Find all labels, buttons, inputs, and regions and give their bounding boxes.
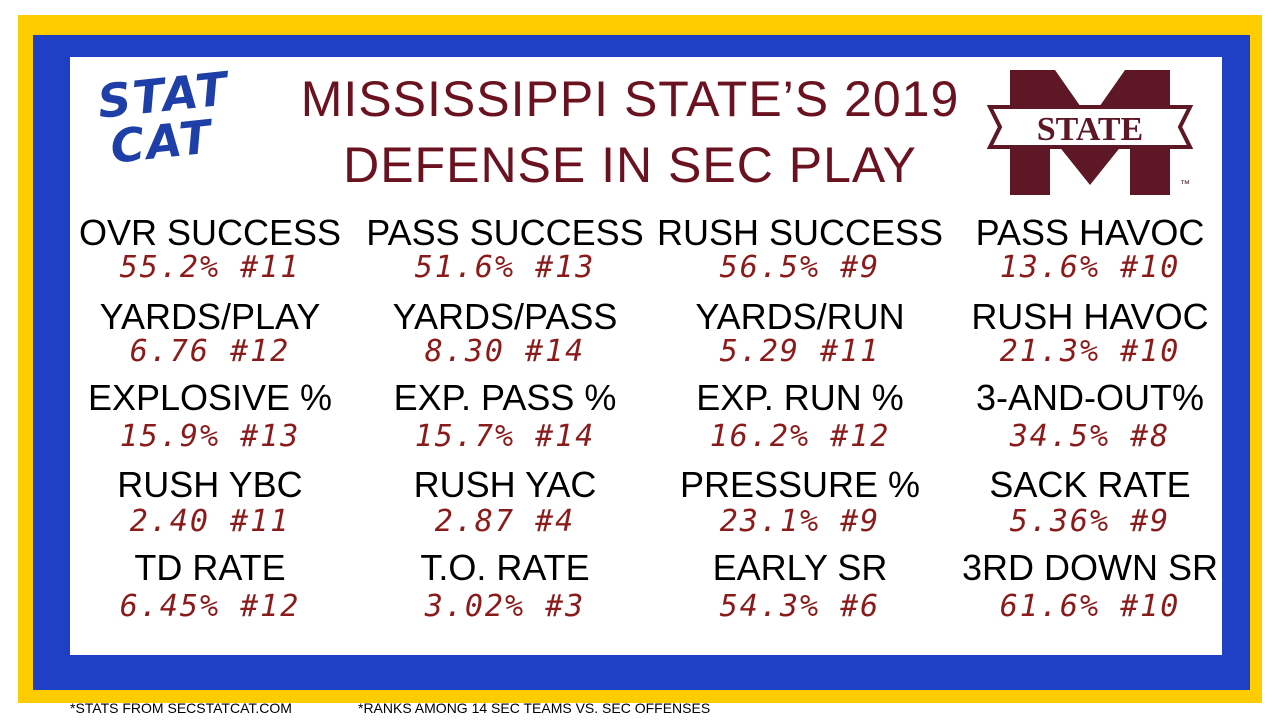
logo-text: STATE — [1037, 111, 1143, 148]
stat-label: RUSH SUCCESS — [656, 212, 944, 253]
stat-value: 3.02% #3 — [424, 589, 586, 624]
stat-value: 6.45% #12 — [119, 589, 301, 624]
stat-value: 55.2% #11 — [119, 250, 301, 285]
stat-value: 34.5% #8 — [1009, 419, 1171, 454]
banner — [986, 105, 1194, 149]
stat-label: RUSH HAVOC — [971, 296, 1209, 337]
trademark: ™ — [1180, 179, 1190, 190]
stat-value: 2.40 #11 — [129, 504, 291, 539]
stat-value: 13.6% #10 — [999, 250, 1181, 285]
stat-value: 5.29 #11 — [719, 334, 881, 369]
footnote: *RANKS AMONG 14 SEC TEAMS VS. SEC OFFENS… — [358, 700, 711, 716]
stat-label: EXPLOSIVE % — [87, 377, 333, 418]
stat-label: EARLY SR — [712, 547, 888, 588]
stat-value: 61.6% #10 — [999, 589, 1181, 624]
stat-value: 21.3% #10 — [999, 334, 1181, 369]
statcat-logo: STAT CAT — [95, 61, 236, 173]
stat-value: 56.5% #9 — [719, 250, 881, 285]
stat-value: 5.36% #9 — [1009, 504, 1171, 539]
stat-label: PRESSURE % — [679, 464, 921, 505]
stat-value: 15.7% #14 — [414, 419, 596, 454]
stat-label: OVR SUCCESS — [78, 212, 342, 253]
stat-label: EXP. RUN % — [696, 377, 904, 418]
stat-value: 6.76 #12 — [129, 334, 291, 369]
stat-label: SACK RATE — [989, 464, 1191, 505]
stat-value: 23.1% #9 — [719, 504, 881, 539]
stat-label: YARDS/PASS — [392, 296, 618, 337]
stat-value: 54.3% #6 — [719, 589, 881, 624]
stat-label: YARDS/PLAY — [99, 296, 321, 337]
stat-label: PASS HAVOC — [975, 212, 1205, 253]
stat-value: 8.30 #14 — [424, 334, 586, 369]
stat-label: 3RD DOWN SR — [961, 547, 1218, 588]
stat-value: 2.87 #4 — [434, 504, 576, 539]
state-logo: STATE ™ — [986, 70, 1194, 195]
title: MISSISSIPPI STATE’S 2019 — [300, 71, 960, 127]
stat-label: PASS SUCCESS — [366, 212, 644, 253]
stat-value: 16.2% #12 — [709, 419, 891, 454]
stat-label: 3-AND-OUT% — [975, 377, 1204, 418]
stat-value: 51.6% #13 — [414, 250, 596, 285]
stat-label: YARDS/RUN — [695, 296, 905, 337]
stat-label: TD RATE — [134, 547, 286, 588]
stat-label: RUSH YBC — [117, 464, 303, 505]
stat-label: EXP. PASS % — [393, 377, 617, 418]
title: DEFENSE IN SEC PLAY — [343, 137, 917, 193]
stat-value: 15.9% #13 — [119, 419, 301, 454]
stat-label: RUSH YAC — [413, 464, 597, 505]
stat-label: T.O. RATE — [420, 547, 590, 588]
footnote: *STATS FROM SECSTATCAT.COM — [70, 700, 292, 716]
